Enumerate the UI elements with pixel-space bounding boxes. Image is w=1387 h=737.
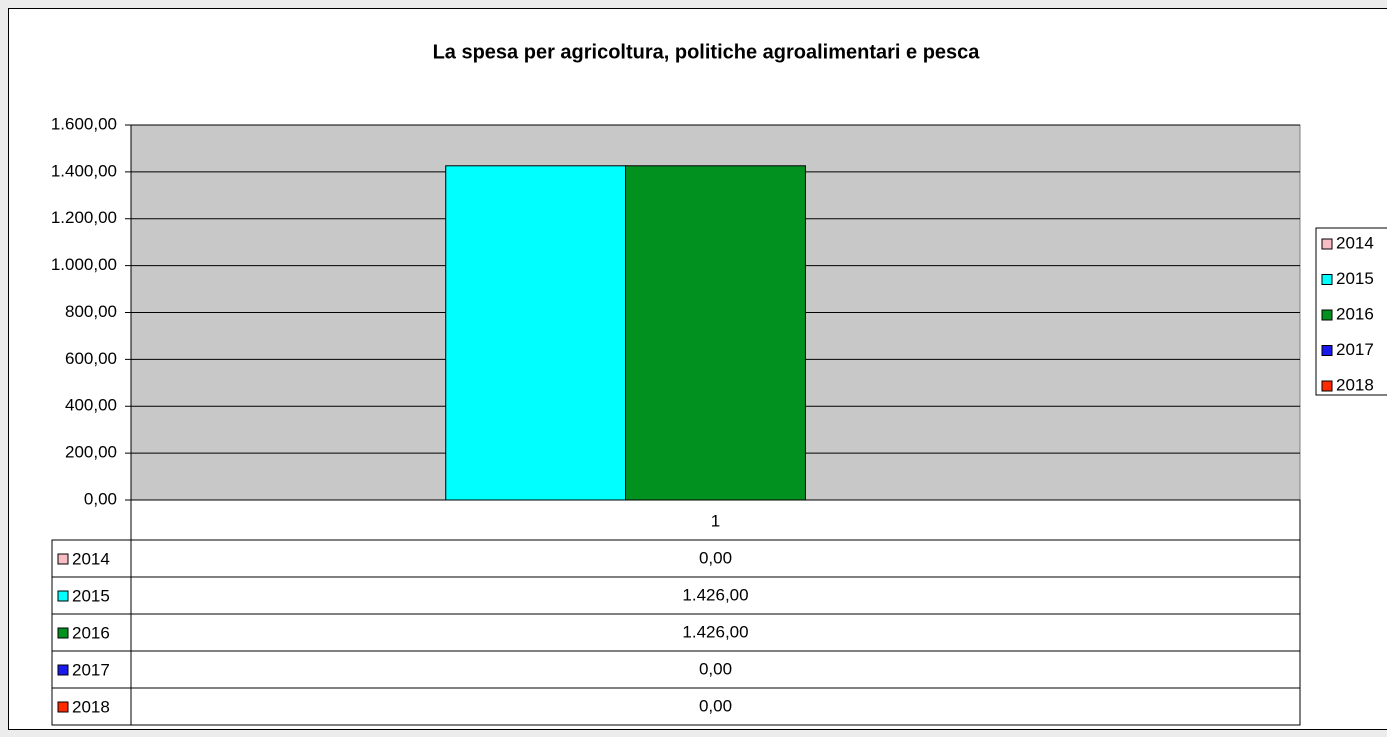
y-tick-label: 1.000,00: [51, 255, 117, 274]
y-tick-label: 200,00: [65, 443, 117, 462]
legend-label: 2017: [1336, 340, 1374, 359]
y-tick-label: 600,00: [65, 349, 117, 368]
table-value: 0,00: [699, 548, 732, 567]
table-value: 1.426,00: [682, 622, 748, 641]
legend-label: 2014: [1336, 233, 1374, 252]
table-key: [57, 701, 69, 713]
x-tick-label: 1: [711, 511, 720, 530]
table-row-label: 2016: [72, 623, 110, 642]
table-row-label: 2015: [72, 586, 110, 605]
legend-key: [1321, 238, 1333, 250]
legend-key: [1321, 309, 1333, 321]
table-row: [51, 687, 1301, 726]
table-row-label: 2017: [72, 660, 110, 679]
y-tick-label: 1.600,00: [51, 114, 117, 133]
legend-key: [1321, 274, 1333, 285]
table-value: 0,00: [699, 659, 732, 678]
legend-label: 2018: [1336, 375, 1374, 394]
table-key: [57, 553, 69, 565]
legend-label: 2016: [1336, 304, 1374, 323]
y-tick-label: 800,00: [65, 302, 117, 321]
table-value: 0,00: [699, 696, 732, 715]
table-key: [57, 627, 69, 639]
table-value: 1.426,00: [682, 585, 748, 604]
table-row-label: 2014: [72, 549, 110, 568]
table-key: [57, 590, 69, 602]
legend-key: [1321, 380, 1333, 392]
legend-key: [1321, 345, 1333, 356]
y-tick-label: 400,00: [65, 396, 117, 415]
chart-title: La spesa per agricoltura, politiche agro…: [433, 41, 981, 63]
table-key: [57, 664, 69, 676]
y-tick-label: 0,00: [84, 489, 117, 508]
y-tick-label: 1.400,00: [51, 161, 117, 180]
bar: [625, 165, 806, 501]
legend-label: 2015: [1336, 269, 1374, 288]
bar: [445, 165, 627, 501]
table-row-label: 2018: [72, 697, 110, 716]
y-tick-label: 1.200,00: [51, 208, 117, 227]
